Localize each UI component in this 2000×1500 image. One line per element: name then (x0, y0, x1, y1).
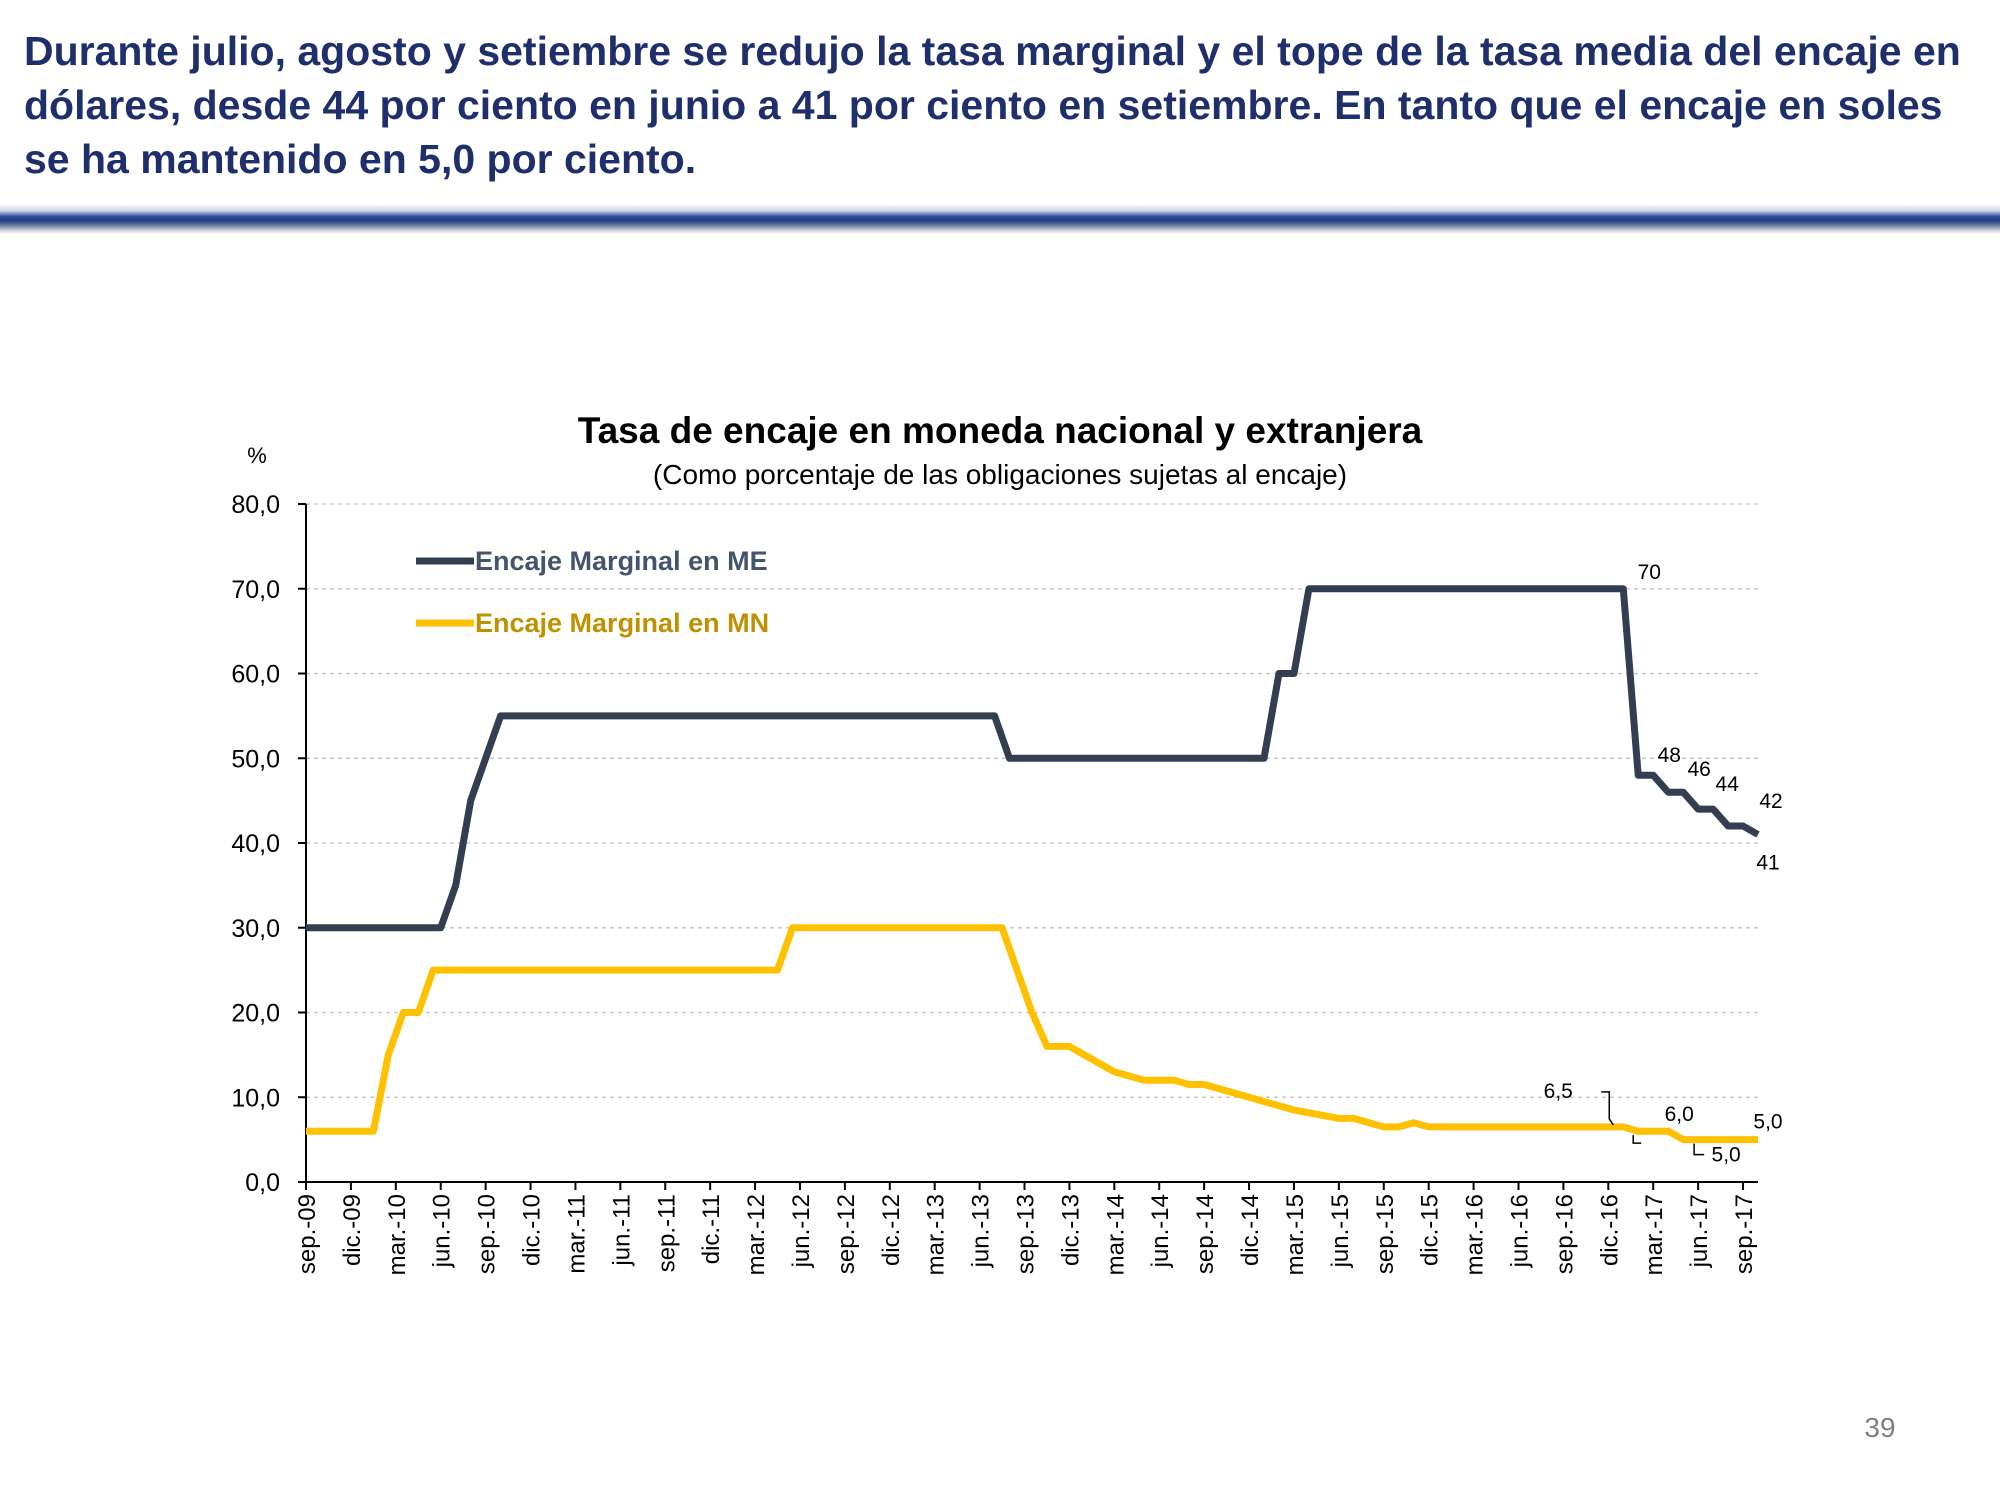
y-tick-label-1: 10,0 (231, 1084, 280, 1112)
x-tick-label-18: mar.-14 (1102, 1194, 1129, 1275)
x-tick-label-21: dic.-14 (1237, 1194, 1264, 1266)
x-tick-label-26: mar.-16 (1462, 1194, 1489, 1275)
y-tick-label-7: 70,0 (231, 576, 280, 604)
series-mn-line (306, 924, 1758, 1144)
leader-line-6-0 (1632, 1135, 1642, 1144)
data-label-8: 5,0 (1712, 1144, 1741, 1167)
chart-subtitle: (Como porcentaje de las obligaciones suj… (653, 459, 1347, 490)
data-label-5: 41 (1756, 852, 1779, 875)
axes (298, 503, 1758, 1190)
x-tick-label-12: sep.-12 (833, 1194, 860, 1274)
series-me-line (306, 585, 1760, 932)
data-label-1: 48 (1658, 744, 1681, 767)
x-tick-label-3: jun.-10 (429, 1194, 456, 1268)
y-tick-label-3: 30,0 (231, 915, 280, 943)
x-tick-label-2: mar.-10 (384, 1194, 411, 1275)
y-tick-label-8: 80,0 (231, 491, 280, 519)
x-tick-label-11: jun.-12 (788, 1194, 815, 1268)
x-tick-label-30: mar.-17 (1641, 1194, 1668, 1275)
y-tick-label-0: 0,0 (245, 1169, 280, 1197)
x-tick-label-23: jun.-15 (1327, 1194, 1354, 1268)
leader-line-5-0 (1693, 1143, 1705, 1156)
y-tick-labels: 0,0 10,0 20,0 30,0 40,0 50,0 60,0 70,0 80,0 (231, 491, 280, 1197)
chart-title: Tasa de encaje en moneda nacional y extr… (578, 410, 1423, 451)
x-tick-label-20: sep.-14 (1192, 1194, 1219, 1274)
y-tick-label-2: 20,0 (231, 1000, 280, 1028)
x-tick-label-6: mar.-11 (563, 1194, 590, 1274)
data-label-7: 6,0 (1665, 1103, 1694, 1126)
legend-label-mn: Encaje Marginal en MN (475, 608, 769, 638)
x-tick-label-10: mar.-12 (743, 1194, 770, 1275)
slide-headline: Durante julio, agosto y setiembre se red… (24, 28, 1961, 182)
x-tick-label-28: sep.-16 (1551, 1194, 1578, 1274)
y-tick-label-6: 60,0 (231, 661, 280, 689)
x-tick-label-1: dic.-09 (339, 1194, 366, 1266)
data-label-4: 42 (1759, 790, 1782, 813)
data-label-2: 46 (1687, 758, 1710, 781)
x-tick-label-4: sep.-10 (474, 1194, 501, 1274)
x-tick-label-13: dic.-12 (878, 1194, 905, 1266)
series-lines (306, 585, 1760, 1144)
y-tick-label-5: 50,0 (231, 745, 280, 773)
x-tick-label-31: jun.-17 (1686, 1194, 1713, 1268)
x-tick-label-27: jun.-16 (1506, 1194, 1533, 1268)
x-tick-label-32: sep.-17 (1731, 1194, 1758, 1274)
legend-label-me: Encaje Marginal en ME (475, 546, 768, 576)
x-tick-label-16: sep.-13 (1013, 1194, 1040, 1274)
data-label-6: 6,5 (1544, 1080, 1573, 1103)
x-tick-label-15: jun.-13 (968, 1194, 995, 1268)
x-tick-label-8: sep.-11 (653, 1194, 680, 1272)
header-divider (0, 204, 2000, 234)
data-label-3: 44 (1715, 773, 1739, 796)
x-tick-label-17: dic.-13 (1057, 1194, 1084, 1266)
x-tick-label-19: jun.-14 (1147, 1194, 1174, 1268)
leader-line-6-5 (1601, 1091, 1614, 1126)
y-axis-unit-label: % (247, 443, 267, 468)
slide-page-number: 39 (1864, 1412, 1896, 1443)
y-tick-label-4: 40,0 (231, 830, 280, 858)
x-tick-label-7: jun.-11 (608, 1194, 635, 1267)
legend: Encaje Marginal en ME Encaje Marginal en … (416, 546, 769, 638)
x-tick-label-22: mar.-15 (1282, 1194, 1309, 1275)
x-tick-label-9: dic.-11 (698, 1194, 725, 1264)
x-tick-label-29: dic.-16 (1596, 1194, 1623, 1266)
data-label-0: 70 (1638, 561, 1661, 584)
x-tick-label-14: mar.-13 (923, 1194, 950, 1275)
x-tick-labels: sep.-09 dic.-09 mar.-10 jun.-10 sep.-10 dic.-… (294, 1194, 1758, 1275)
x-tick-label-5: dic.-10 (519, 1194, 546, 1266)
x-tick-label-0: sep.-09 (294, 1194, 321, 1274)
x-tick-label-24: sep.-15 (1372, 1194, 1399, 1274)
x-tick-label-25: dic.-15 (1417, 1194, 1444, 1266)
data-label-9: 5,0 (1753, 1111, 1782, 1134)
